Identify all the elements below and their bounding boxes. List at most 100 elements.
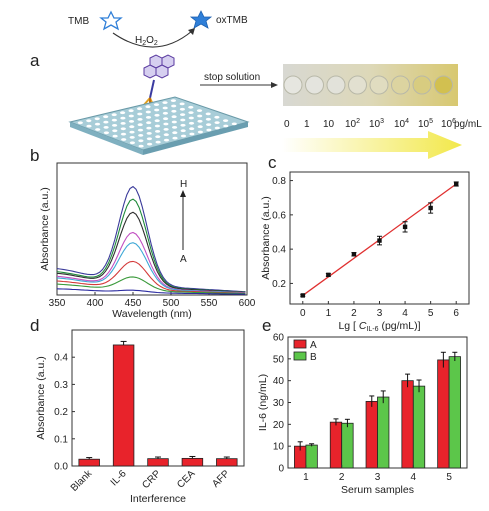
plate-well [172,126,178,129]
plate-well [189,132,195,136]
plate-well [196,109,203,112]
y-tick-label-c: 0.4 [272,245,286,256]
plate-well [111,118,117,122]
photo-well [434,75,453,95]
plate-well [162,111,168,115]
plot-frame-b [56,162,248,296]
plate-well [137,118,143,121]
plate-well [138,139,144,143]
plate-well [189,127,195,131]
stop-solution-label: stop solution [204,72,260,83]
plate-well [170,99,176,102]
y-tick-label-e: 30 [273,398,285,409]
plate-well [163,138,170,142]
x-tick-label-d: CEA [175,468,198,491]
x-tick-label-e: 2 [339,472,345,483]
plate-well [128,120,135,123]
plate-well [179,107,185,111]
spectrum-line [56,288,246,295]
plate-well [137,107,143,111]
y-tick-label-e: 0 [278,464,284,475]
data-point [351,252,357,257]
plate-well [129,130,135,134]
plate-well [180,134,187,138]
photo-well [348,75,367,95]
data-point [326,272,331,278]
plate-well [154,119,160,123]
bar [216,458,238,467]
plate-well [146,137,152,141]
plate-well [171,104,177,108]
h2o2-label: H2O2 [135,35,158,47]
plate-well [163,133,169,137]
data-point [428,205,433,211]
plate-well [129,136,135,139]
y-axis-label-b: Absorbance (a.u.) [39,187,51,270]
plate-well [86,124,92,128]
bar-b [341,422,354,469]
x-tick-label-c: 5 [428,308,434,319]
x-tick-label-b: 450 [125,298,142,309]
reaction-arrowhead-icon [188,28,195,35]
x-tick-label-d: Blank [69,468,95,494]
chart-d: 0.0 0.1 0.2 0.3 0.4 Blank IL-6 CRP CEA AFP Interfe… [35,329,245,505]
plate-well [154,113,160,117]
plate-well [103,115,109,119]
plate-well [223,119,229,122]
y-tick-label-d: 0.2 [54,407,68,418]
plate-well [111,113,117,117]
plate-well [112,129,118,133]
spectrum-line [56,276,246,295]
concentration-label: 0 [284,119,290,130]
plate-well [162,101,168,104]
x-tick-label-b: 500 [163,298,180,309]
photo-well [369,75,389,95]
y-tick-label-c: 0.2 [272,279,286,290]
plate-well [188,111,194,114]
x-tick-label-e: 5 [446,472,452,483]
bar-a [365,401,378,469]
y-tick-label-d: 0.0 [54,462,68,473]
x-tick-label-e: 3 [375,472,381,483]
concentration-unit: pg/mL [454,119,482,130]
bar [181,457,204,467]
photo-well [412,75,432,95]
plate-well [146,126,152,130]
plate-well [120,127,126,131]
x-tick-label-e: 4 [411,472,417,483]
nanozyme-molecule-icon [143,54,175,79]
plate-well [120,132,127,136]
plate-well [163,122,169,126]
y-tick-label-e: 10 [273,442,285,453]
plate-well [171,115,177,119]
photo-well [391,75,410,95]
plate-well [120,122,126,125]
plate-well [205,117,211,121]
plate-well [94,122,101,126]
plate-well [231,122,237,126]
spectrum-line [56,185,246,293]
plot-frame-d [71,329,245,467]
plate-well [197,114,203,118]
x-tick-label-c: 4 [402,308,408,319]
legend-label: A [310,340,317,351]
plate-well [121,138,127,141]
bar [147,458,169,467]
plate-well [146,132,152,135]
panel-a-letter: a [30,51,40,70]
plate-well [188,121,195,125]
chart-c: 0 1 2 3 4 5 6 0.2 0.4 0.6 0.8 Lg [ CIL-6 (pg/mL)] Ab… [260,171,470,333]
plate-well [153,103,160,106]
plate-well [197,125,203,129]
concentration-label: 1 [304,119,310,130]
plate-well [137,123,143,127]
panel-c-letter: c [268,153,277,172]
h-arrowhead-icon [180,190,186,197]
plate-well [180,129,186,133]
annotation-a: A [180,254,187,265]
plate-well [95,128,101,131]
plate-well [214,126,220,130]
x-axis-label-b: Wavelength (nm) [112,308,192,320]
